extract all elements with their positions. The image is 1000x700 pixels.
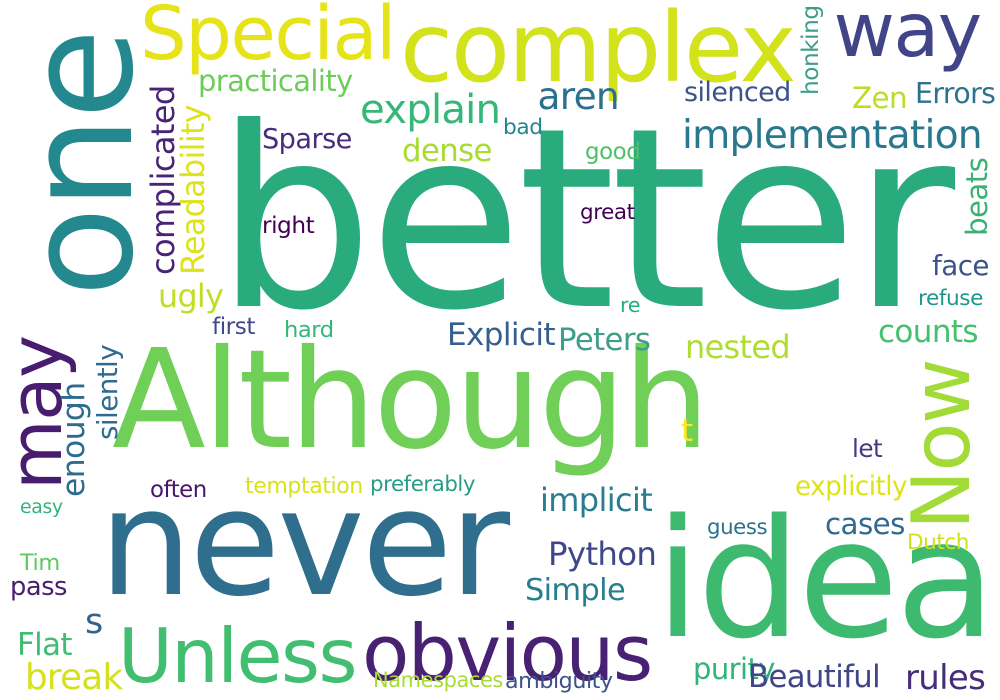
- word-face: face: [932, 249, 990, 282]
- word-better: better: [215, 74, 955, 365]
- word-hard: hard: [284, 317, 334, 343]
- word-temptation: temptation: [245, 473, 363, 499]
- word-aren: aren: [537, 74, 620, 118]
- word-sparse: Sparse: [262, 124, 352, 155]
- word-zen: Zen: [852, 80, 908, 115]
- word-dutch: Dutch: [907, 529, 969, 555]
- word-although: Although: [112, 320, 710, 480]
- word-practicality: practicality: [198, 63, 353, 98]
- word-explain: explain: [360, 87, 501, 133]
- word-often: often: [150, 477, 207, 503]
- word-special: Special: [140, 0, 396, 77]
- word-unless: Unless: [118, 612, 358, 700]
- word-beats: beats: [959, 157, 994, 236]
- word-enough: enough: [55, 382, 92, 497]
- word-explicitly: explicitly: [795, 472, 908, 502]
- word-guess: guess: [707, 515, 768, 540]
- word-errors: Errors: [915, 77, 996, 110]
- word-beautiful: Beautiful: [748, 659, 881, 695]
- word-first: first: [212, 314, 255, 340]
- word-refuse: refuse: [918, 285, 983, 311]
- word-obvious: obvious: [362, 609, 653, 699]
- word-great: great: [580, 200, 635, 225]
- word-silently: silently: [90, 344, 124, 440]
- word-break: break: [25, 656, 123, 698]
- word-purity: purity: [693, 651, 775, 686]
- word-idea: idea: [655, 483, 996, 675]
- word-honking: honking: [796, 5, 824, 95]
- word-implementation: implementation: [682, 113, 983, 158]
- word-explicit: Explicit: [447, 317, 556, 353]
- word-cases: cases: [825, 506, 905, 541]
- word-let: let: [852, 434, 883, 463]
- word-flat: Flat: [17, 627, 72, 663]
- word-ugly: ugly: [158, 279, 224, 315]
- word-python: Python: [548, 534, 657, 573]
- word-one: one: [0, 31, 166, 297]
- word-simple: Simple: [525, 572, 626, 608]
- word-implicit: implicit: [540, 480, 653, 519]
- word-preferably: preferably: [370, 472, 476, 497]
- word-dense: dense: [402, 132, 492, 169]
- word-readability: Readability: [175, 105, 212, 275]
- word-peters: Peters: [558, 322, 651, 358]
- word-now: Now: [893, 359, 988, 530]
- word-rules: rules: [905, 657, 986, 698]
- word-s: s: [85, 601, 103, 642]
- word-tim: Tim: [20, 549, 60, 576]
- word-complicated: complicated: [144, 85, 182, 275]
- word-re: re: [620, 292, 641, 317]
- word-counts: counts: [878, 314, 979, 350]
- word-ambiguity: ambiguity: [505, 667, 613, 694]
- word-right: right: [262, 212, 315, 239]
- word-bad: bad: [503, 115, 543, 140]
- word-nested: nested: [685, 327, 791, 366]
- word-way: way: [833, 0, 983, 74]
- word-pass: pass: [10, 572, 67, 602]
- word-t: t: [681, 413, 693, 449]
- word-easy: easy: [20, 496, 63, 518]
- word-silenced: silenced: [684, 76, 791, 108]
- word-good: good: [585, 139, 641, 165]
- word-complex: complex: [400, 0, 797, 104]
- word-never: never: [99, 457, 510, 629]
- word-namespaces: Namespaces: [373, 668, 503, 692]
